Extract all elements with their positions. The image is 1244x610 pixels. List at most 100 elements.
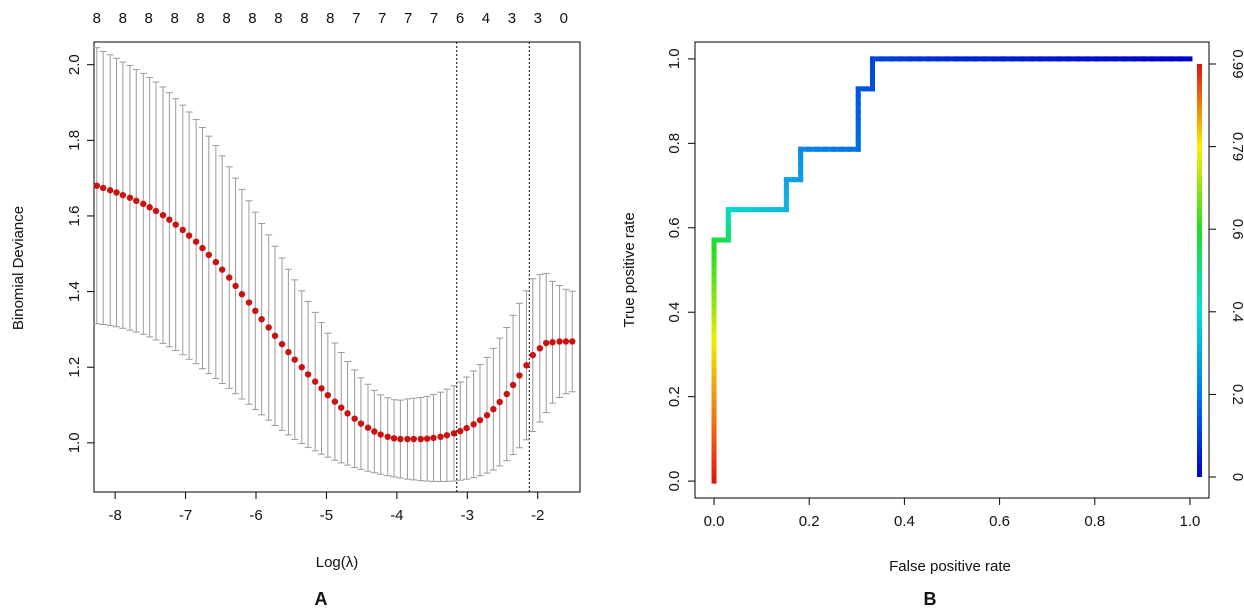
panel-a-x-tick-label: -3 — [461, 507, 474, 524]
panel-a-point — [371, 428, 378, 435]
panel-a-top-axis-label: 8 — [145, 10, 153, 27]
panel-b-y-tick-label: 0.8 — [666, 133, 683, 154]
panel-a-point — [271, 332, 279, 340]
panel-a-point — [99, 184, 107, 192]
panel-b-y-tick-label: 0.0 — [666, 471, 683, 492]
panel-a-top-axis-label: 6 — [456, 10, 464, 27]
panel-b-x-tick-label: 1.0 — [1180, 513, 1201, 530]
panel-b-x-axis: 0.0 0.2 0.4 0.6 0.8 1.0 — [704, 498, 1201, 530]
panel-a-top-axis-label: 8 — [222, 10, 230, 27]
panel-a-top-axis-label: 8 — [300, 10, 308, 27]
panel-a-point — [159, 211, 167, 219]
panel-a-point — [437, 433, 444, 440]
panel-a-point — [212, 258, 220, 266]
panel-a-top-axis-label: 7 — [404, 10, 412, 27]
panel-a-top-axis-label: 3 — [534, 10, 542, 27]
panel-a-point — [377, 431, 384, 438]
panel-a-point — [338, 404, 345, 411]
panel-a-reference-lines — [456, 42, 530, 492]
panel-b-colorbar-tick-label: 0.2 — [1229, 384, 1244, 405]
panel-b-label: B — [924, 589, 937, 609]
panel-a-point — [226, 274, 233, 281]
panel-b-colorbar-tick-label: 0 — [1229, 473, 1244, 481]
panel-b-colorbar — [1197, 64, 1202, 477]
panel-a-top-axis-label: 4 — [482, 10, 490, 27]
panel-a-point — [509, 381, 517, 389]
panel-b-y-tick-label: 0.4 — [666, 302, 683, 323]
panel-a-point — [252, 307, 259, 315]
panel-a-point — [470, 421, 477, 428]
panel-a-point — [529, 351, 537, 359]
panel-a-top-axis-label: 7 — [378, 10, 386, 27]
panel-a-x-tick-label: -4 — [390, 507, 403, 524]
panel-a-top-axis-label: 8 — [248, 10, 256, 27]
panel-a-point — [496, 398, 503, 406]
panel-a-y-tick-label: 1.4 — [66, 281, 83, 302]
panel-a-top-axis-label: 8 — [274, 10, 282, 27]
panel-a-point — [542, 339, 550, 347]
panel-a-top-axis-label: 8 — [119, 10, 127, 27]
panel-b-y-tick-label: 1.0 — [666, 48, 683, 69]
panel-a-point — [476, 416, 484, 424]
panel-b-colorbar-tick-label: 0.99 — [1229, 49, 1244, 78]
panel-a-point — [179, 226, 186, 234]
panel-a-point — [113, 189, 120, 196]
panel-a-y-tick-label: 1.6 — [66, 206, 83, 227]
panel-a-point — [351, 415, 358, 422]
panel-a-point — [516, 372, 523, 379]
panel-a-y-axis: 1.0 1.2 1.4 1.6 1.8 2.0 — [66, 54, 94, 453]
panel-a-point — [265, 324, 272, 331]
panel-b-colorbar-tick-label: 0.6 — [1229, 219, 1244, 240]
panel-a-point — [357, 420, 365, 427]
panel-a-point — [304, 371, 312, 378]
panel-a-point — [93, 182, 101, 189]
panel-b-roc-line — [711, 56, 1193, 484]
panel-a-point — [397, 435, 404, 443]
panel-a-point — [324, 391, 332, 399]
panel-a-point — [483, 412, 491, 419]
panel-a-point — [523, 362, 530, 369]
panel-a-point — [503, 390, 510, 398]
panel-a-point — [443, 432, 451, 439]
panel-a-point — [133, 197, 140, 205]
panel-b-y-tick-label: 0.6 — [666, 217, 683, 238]
panel-a-y-tick-label: 1.2 — [66, 357, 83, 378]
panel-a-point — [404, 435, 411, 443]
panel-a-point — [245, 299, 253, 306]
panel-a-x-tick-label: -8 — [108, 507, 121, 524]
panel-a-point — [311, 378, 319, 385]
panel-a-point — [172, 221, 179, 228]
panel-a-point — [152, 207, 160, 215]
panel-a-top-axis-label: 7 — [430, 10, 438, 27]
panel-a-top-axis-label: 8 — [170, 10, 178, 27]
panel-a-x-axis: -8 -7 -6 -5 -4 -3 -2 — [108, 492, 544, 524]
panel-b-x-tick-label: 0.2 — [799, 513, 820, 530]
panel-a-points — [93, 182, 576, 443]
panel-a-point — [417, 435, 425, 443]
panel-a-point — [166, 216, 173, 223]
panel-a-point — [364, 424, 372, 431]
panel-a-y-tick-label: 2.0 — [66, 54, 83, 75]
panel-a-top-axis-label: 3 — [508, 10, 516, 27]
panel-a-point — [457, 427, 464, 435]
panel-a-point — [331, 398, 339, 405]
panel-a-point — [107, 187, 114, 194]
panel-a-top-axis-label: 7 — [352, 10, 360, 27]
panel-a-top-axis-label: 8 — [93, 10, 101, 27]
panel-a-point — [450, 430, 458, 437]
panel-a-top-axis-label: 0 — [560, 10, 568, 27]
panel-a-point — [562, 338, 570, 345]
panel-a-point — [192, 238, 200, 245]
panel-a-point — [258, 315, 265, 323]
panel-a-point — [318, 385, 325, 392]
panel-b-y-tick-label: 0.2 — [666, 386, 683, 407]
panel-b-x-tick-label: 0.6 — [989, 513, 1010, 530]
panel-a-point — [291, 356, 298, 363]
panel-b-colorbar-tick-label: 0.79 — [1229, 132, 1244, 161]
panel-a-point — [146, 204, 153, 211]
panel-b-plot-box — [694, 41, 1210, 499]
panel-a-point — [199, 244, 206, 252]
panel-a-point — [119, 191, 127, 199]
